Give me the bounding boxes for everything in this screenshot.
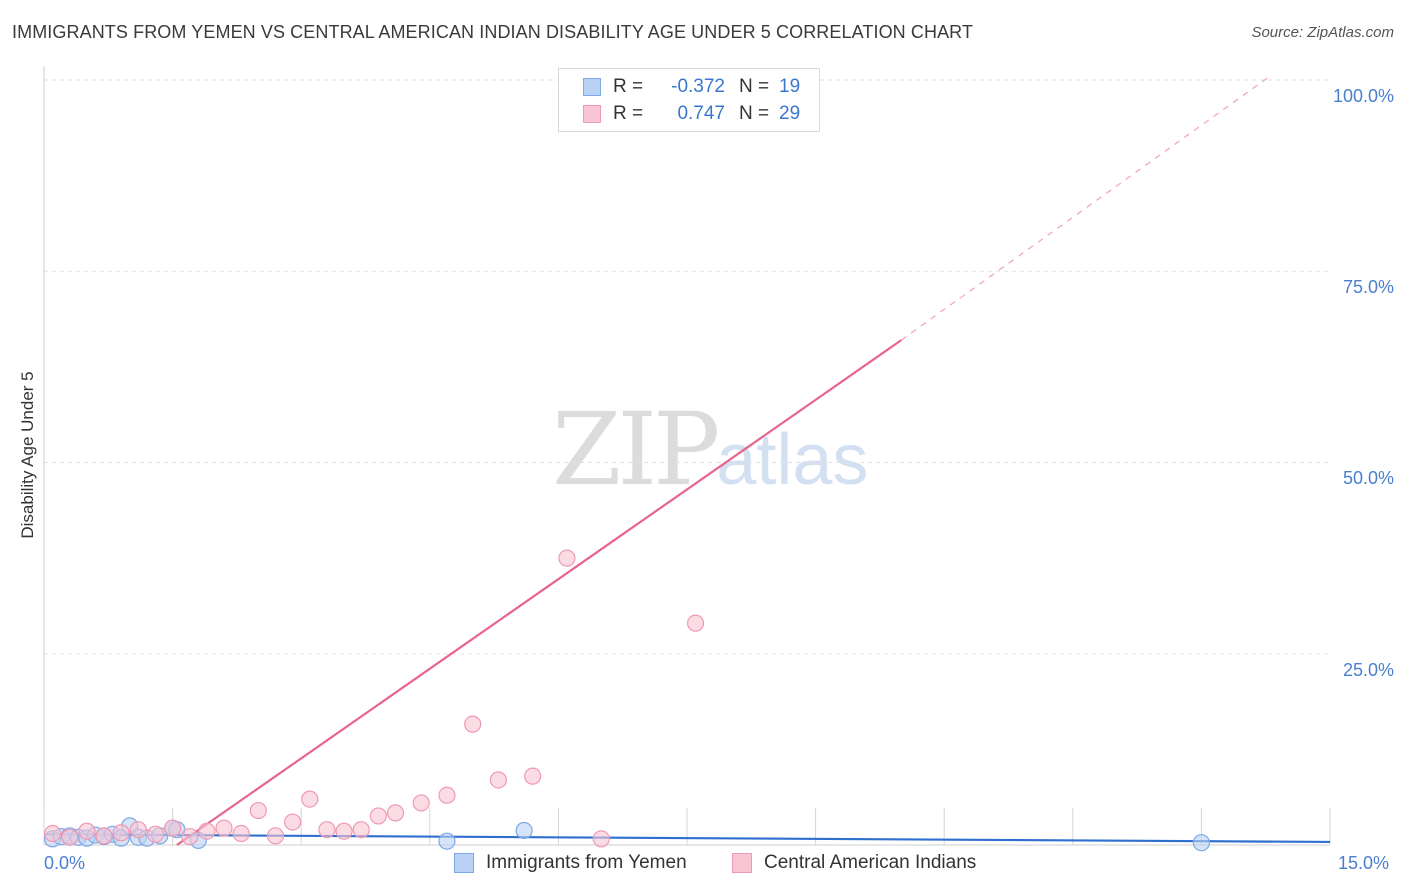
data-point-central-american [146,825,165,843]
data-point-yemen [438,832,456,850]
bottom-legend-central-american: Central American Indians [732,852,976,874]
legend-r-label: R = [613,76,644,97]
trend-line-extension-1 [900,75,1271,341]
data-point-central-american [249,801,267,820]
data-point-central-american [438,786,456,804]
data-point-central-american [318,821,336,839]
data-point-central-american [386,804,405,822]
data-point-central-american [524,767,542,785]
correlation-legend: R = -0.372 N = 19 R = 0.747 N = 29 [558,68,820,132]
legend-r-label: R = [613,103,644,124]
data-point-central-american [592,830,610,848]
data-point-central-american [61,828,79,846]
legend-swatch-central-american [583,105,601,123]
data-point-central-american [284,813,302,831]
legend-row-yemen: R = -0.372 N = 19 [583,75,800,99]
bottom-legend-label-central-american: Central American Indians [764,852,977,873]
data-point-central-american [129,821,147,839]
legend-n-value-yemen: 19 [779,76,801,97]
data-point-central-american [558,549,576,567]
trend-line-0 [43,833,1331,844]
watermark-atlas: atlas [716,420,869,500]
data-point-central-american [95,827,113,845]
data-point-central-american [232,824,250,843]
watermark: ZIPatlas [552,400,868,510]
grid-lines [44,79,1330,655]
trend-lines [43,75,1331,846]
watermark-zip: ZIP [552,391,720,508]
data-point-central-american [43,824,62,843]
legend-n-label: N = [739,103,770,124]
data-point-central-american [215,819,233,837]
legend-n-label: N = [739,76,770,97]
data-point-central-american [78,822,96,840]
legend-swatch-yemen [583,78,601,96]
data-point-yemen [1192,834,1211,852]
data-points [43,549,1211,852]
bottom-legend-yemen: Immigrants from Yemen [454,852,687,874]
data-point-central-american [489,771,507,789]
x-tick-label-max: 15.0% [1338,853,1390,873]
legend-row-central-american: R = 0.747 N = 29 [583,102,800,126]
chart-title: IMMIGRANTS FROM YEMEN VS CENTRAL AMERICA… [12,22,974,42]
data-point-central-american [266,827,285,845]
x-tick-label-min: 0.0% [44,853,86,873]
data-point-yemen [515,821,533,840]
data-point-central-american [352,821,370,839]
legend-r-value-yemen: -0.372 [671,76,725,97]
y-tick-label-100: 100.0% [1332,86,1394,106]
data-point-central-american [164,819,182,837]
bottom-legend-label-yemen: Immigrants from Yemen [486,852,687,873]
y-axis-label: Disability Age Under 5 [18,371,37,539]
data-point-central-american [412,794,430,812]
y-tick-label-25: 25.0% [1342,660,1394,680]
y-tick-label-50: 50.0% [1342,468,1394,488]
data-point-central-american [112,824,130,842]
trend-line-1 [176,339,902,846]
legend-n-value-central-american: 29 [779,103,801,124]
source-label: Source: ZipAtlas.com [1251,24,1394,41]
y-tick-label-75: 75.0% [1342,277,1394,297]
data-point-central-american [198,822,216,840]
legend-r-value-central-american: 0.747 [677,103,725,124]
data-point-central-american [464,715,482,733]
bottom-legend-swatch-yemen [454,853,474,873]
data-point-central-american [686,614,705,632]
data-point-central-american [181,827,199,846]
data-point-central-american [301,790,319,808]
data-point-central-american [335,822,353,840]
bottom-legend-swatch-central-american [732,853,752,873]
axes [43,66,1331,846]
data-point-central-american [369,807,387,825]
